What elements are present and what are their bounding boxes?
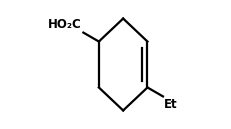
Text: HO₂C: HO₂C <box>48 18 82 31</box>
Text: Et: Et <box>164 98 178 111</box>
